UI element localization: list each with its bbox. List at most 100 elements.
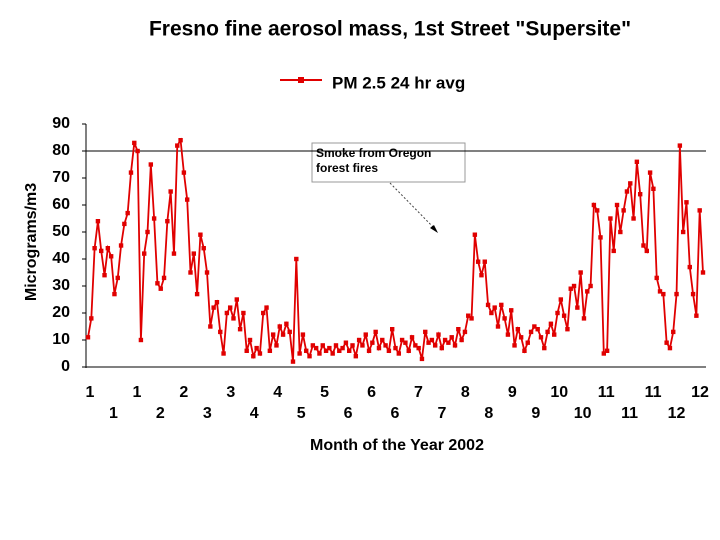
data-point (690, 291, 696, 297)
data-point (317, 351, 322, 356)
data-point (122, 221, 127, 227)
data-point (135, 148, 140, 154)
data-point (565, 327, 570, 332)
data-point (671, 329, 676, 335)
data-point (700, 270, 706, 275)
data-point (651, 186, 656, 191)
data-point (505, 332, 511, 337)
data-point (426, 340, 431, 345)
data-point (274, 343, 279, 348)
data-point (575, 305, 580, 310)
annotation: Smoke from Oregon forest fires (316, 146, 431, 175)
data-point (446, 340, 451, 345)
data-point (237, 327, 243, 332)
data-point (389, 327, 395, 332)
data-point (674, 291, 679, 297)
data-point (380, 337, 385, 343)
data-point (284, 321, 289, 326)
data-point (112, 291, 117, 297)
data-point (495, 324, 501, 329)
x-tick-label: 6 (391, 405, 400, 422)
legend-label: PM 2.5 24 hr avg (332, 73, 465, 92)
arrow-head (430, 225, 438, 233)
x-tick-label: 6 (367, 384, 376, 401)
x-tick-label: 9 (508, 384, 517, 401)
data-point (528, 329, 534, 335)
data-point (125, 210, 130, 216)
data-point (439, 345, 444, 351)
data-point (403, 340, 408, 345)
x-tick-label: 4 (273, 384, 282, 401)
x-tick-label: 12 (691, 384, 709, 401)
x-tick-label: 1 (86, 384, 95, 401)
data-point (184, 197, 190, 202)
data-point (241, 310, 246, 316)
data-point (300, 332, 306, 337)
data-point (181, 170, 187, 175)
x-tick-label: 6 (344, 405, 353, 422)
data-point (416, 345, 421, 351)
data-point (115, 275, 120, 281)
data-point (664, 340, 669, 345)
data-point (99, 248, 104, 254)
x-tick-label: 11 (598, 384, 615, 401)
data-point (588, 283, 593, 289)
data-point (297, 351, 302, 356)
data-point (188, 270, 193, 275)
data-point (482, 259, 487, 264)
data-point (148, 162, 154, 167)
data-point (548, 321, 554, 326)
data-point (545, 329, 550, 335)
data-point (538, 335, 544, 340)
x-tick-label: 5 (320, 384, 329, 401)
x-tick-label: 2 (179, 384, 188, 401)
data-point (624, 189, 630, 194)
data-point (142, 251, 147, 256)
x-tick-label: 12 (668, 405, 686, 422)
x-tick-label: 2 (156, 405, 165, 422)
data-point (680, 229, 686, 235)
y-tick-label: 20 (52, 304, 70, 321)
data-point (393, 345, 398, 351)
data-point (502, 316, 507, 321)
data-point (436, 332, 441, 337)
data-point (475, 259, 481, 264)
data-point (356, 337, 362, 343)
data-point (373, 329, 378, 335)
x-tick-label: 10 (574, 405, 592, 422)
data-point (469, 316, 474, 321)
data-point (466, 313, 471, 318)
data-point (499, 302, 504, 308)
data-point (479, 273, 484, 278)
data-point (429, 337, 435, 343)
y-tick-label: 50 (52, 223, 70, 240)
data-point (694, 313, 699, 318)
data-point (366, 348, 372, 353)
data-point (132, 140, 137, 146)
data-point (509, 308, 514, 313)
data-point (138, 337, 144, 343)
y-tick-label: 10 (52, 331, 70, 348)
data-point (343, 340, 349, 345)
data-point (360, 343, 365, 348)
data-point (594, 208, 600, 213)
data-point (489, 310, 494, 316)
data-point (568, 286, 573, 291)
data-point (102, 273, 107, 278)
data-point (155, 281, 160, 286)
x-tick-label: 9 (531, 405, 540, 422)
data-point (413, 343, 418, 348)
data-point (558, 297, 564, 302)
data-point (399, 337, 405, 343)
data-point (621, 208, 626, 213)
annotation-arrow (389, 182, 437, 231)
data-point (118, 243, 124, 248)
data-point (555, 310, 560, 316)
data-point (432, 343, 438, 348)
data-point (171, 251, 177, 256)
data-point (512, 343, 517, 348)
data-point (376, 345, 382, 351)
data-point (244, 348, 249, 353)
data-point (307, 354, 312, 359)
data-point (667, 345, 673, 351)
